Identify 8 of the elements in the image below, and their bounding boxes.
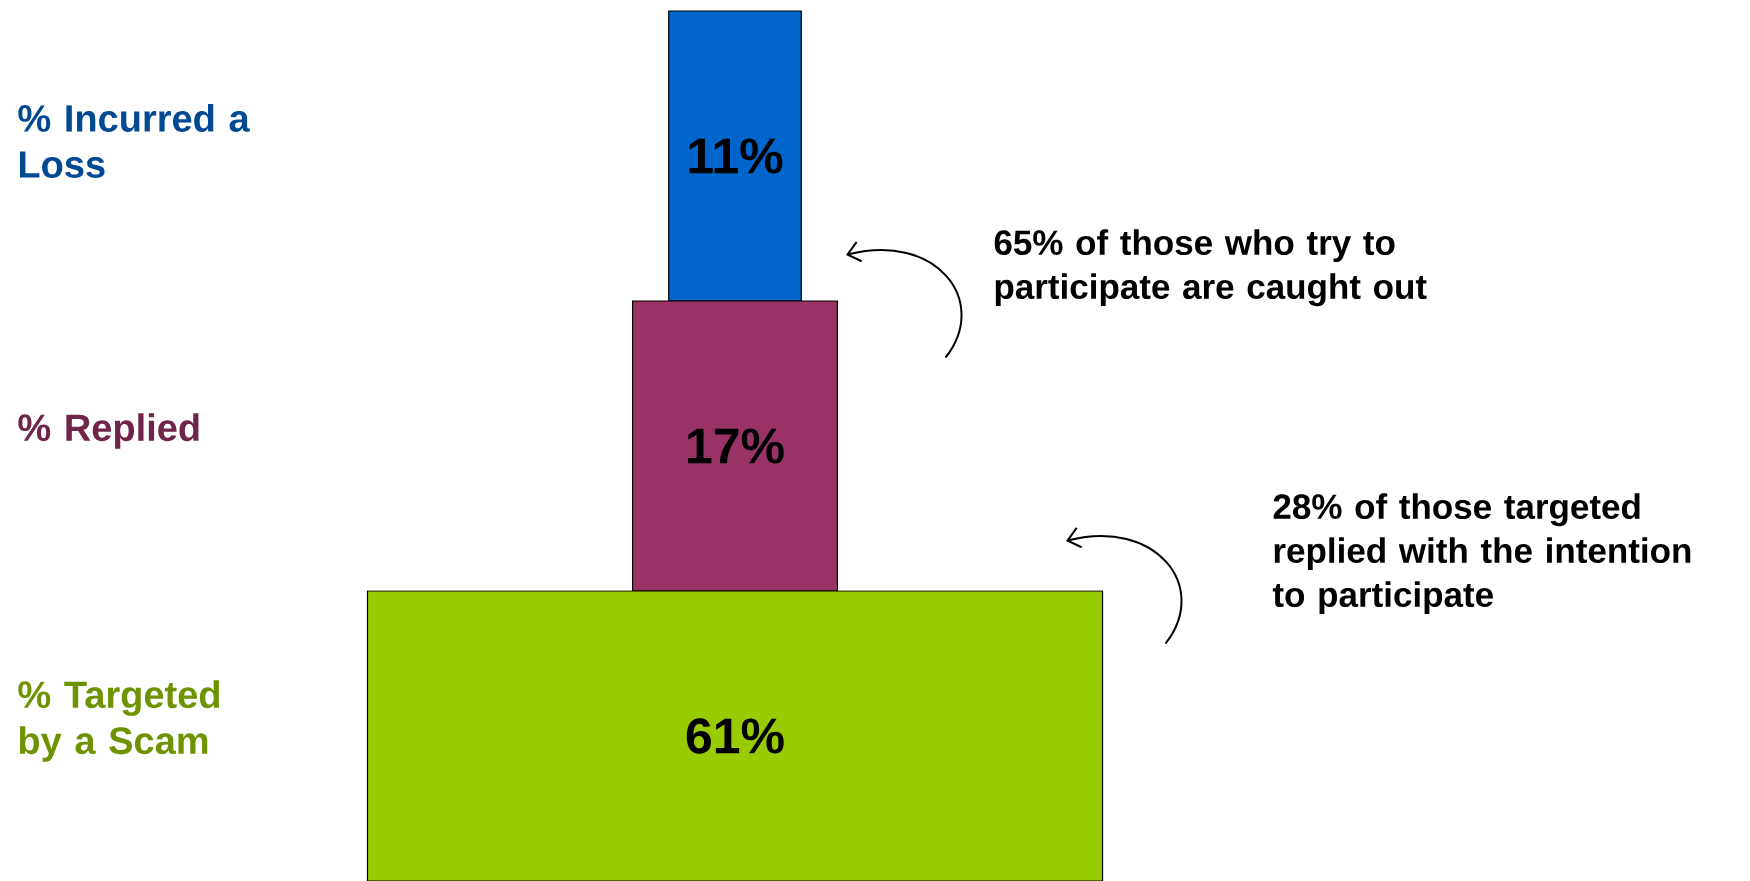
data-label: 11%: [689, 138, 783, 174]
data-label: 17%: [688, 428, 784, 464]
category-label: % Replied: [18, 413, 199, 449]
text: 65% of those who try to participate are caught out: [994, 229, 1427, 307]
data-label: 61%: [686, 718, 784, 754]
category-label: % Incurred a Loss: [18, 104, 250, 178]
text: 28% of those targeted replied with the intention to participate: [1272, 493, 1691, 615]
category-label: % Targeted by a Scam: [18, 680, 220, 762]
